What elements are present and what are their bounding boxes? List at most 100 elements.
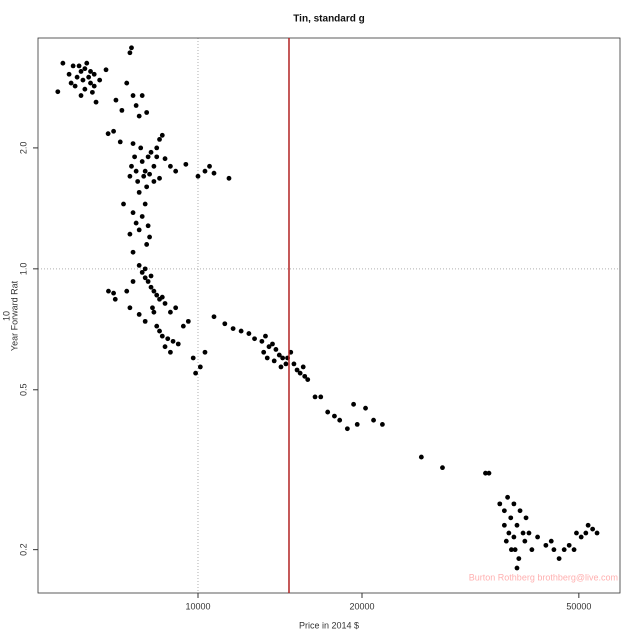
point — [175, 341, 181, 347]
point — [136, 312, 142, 317]
point — [505, 494, 510, 500]
point — [318, 394, 324, 400]
point — [583, 530, 589, 536]
point — [230, 326, 236, 332]
point — [185, 318, 191, 324]
point — [516, 556, 522, 561]
point — [68, 80, 74, 86]
point — [506, 530, 512, 536]
point — [112, 296, 118, 302]
point — [136, 227, 142, 233]
point — [551, 547, 557, 553]
point — [139, 214, 145, 219]
y-tick-label: 0.5 — [18, 384, 28, 397]
point — [148, 284, 154, 290]
point — [145, 223, 151, 229]
x-axis-label: Price in 2014 $ — [299, 620, 359, 630]
point — [165, 336, 171, 342]
point — [127, 173, 133, 179]
point — [129, 163, 134, 169]
point — [138, 145, 144, 151]
point — [144, 110, 150, 115]
point — [168, 163, 173, 169]
point — [280, 355, 286, 361]
point — [543, 542, 549, 548]
point — [305, 377, 311, 383]
point — [168, 349, 173, 355]
point — [294, 367, 300, 373]
point — [106, 288, 111, 294]
point — [585, 522, 591, 528]
point — [151, 179, 157, 184]
point — [142, 201, 148, 207]
point — [520, 530, 526, 536]
point — [222, 321, 228, 327]
point — [119, 107, 125, 113]
point — [173, 168, 179, 174]
point — [117, 139, 123, 145]
point — [130, 210, 136, 216]
point — [111, 290, 116, 296]
point — [159, 132, 165, 138]
point — [70, 63, 76, 69]
point — [89, 89, 95, 95]
point — [180, 323, 186, 329]
point — [129, 45, 134, 51]
point — [508, 547, 514, 553]
point — [291, 361, 297, 367]
y-axis-label: Year Forward Rat — [9, 280, 19, 351]
point — [78, 69, 84, 74]
point — [157, 175, 162, 181]
point — [170, 338, 176, 344]
point — [197, 364, 203, 370]
point — [86, 74, 92, 80]
point — [150, 305, 155, 311]
x-tick-label: 50000 — [566, 601, 591, 611]
point — [266, 344, 272, 350]
point — [144, 242, 150, 247]
point — [193, 370, 199, 376]
point — [512, 547, 518, 553]
point — [202, 168, 208, 174]
point — [271, 358, 277, 364]
point — [82, 66, 88, 72]
point — [121, 201, 126, 207]
point — [354, 422, 360, 427]
x-tick-label: 10000 — [185, 601, 210, 611]
point — [139, 159, 145, 164]
point — [139, 93, 145, 98]
point — [113, 97, 119, 103]
point — [72, 83, 78, 89]
point — [351, 401, 356, 407]
point — [526, 530, 532, 536]
point — [523, 515, 529, 521]
chart-title: Tin, standard g — [293, 14, 365, 25]
point — [202, 349, 208, 355]
point — [111, 128, 116, 134]
point — [514, 522, 520, 528]
point — [142, 266, 148, 272]
point — [147, 234, 152, 240]
point — [371, 417, 376, 423]
point — [127, 305, 133, 311]
point — [127, 50, 133, 56]
point — [207, 163, 212, 169]
point — [136, 189, 142, 195]
point — [148, 273, 154, 279]
point — [78, 93, 84, 98]
point — [93, 99, 99, 105]
point — [130, 93, 136, 98]
point — [130, 141, 136, 147]
point — [514, 565, 520, 571]
point — [548, 538, 554, 544]
point — [133, 103, 139, 108]
point — [151, 309, 157, 315]
point — [91, 71, 97, 77]
x-tick-label: 20000 — [349, 601, 374, 611]
point — [148, 149, 154, 155]
point — [159, 294, 165, 300]
point — [556, 556, 562, 561]
point — [312, 394, 318, 400]
point — [418, 454, 424, 460]
point — [344, 426, 350, 432]
